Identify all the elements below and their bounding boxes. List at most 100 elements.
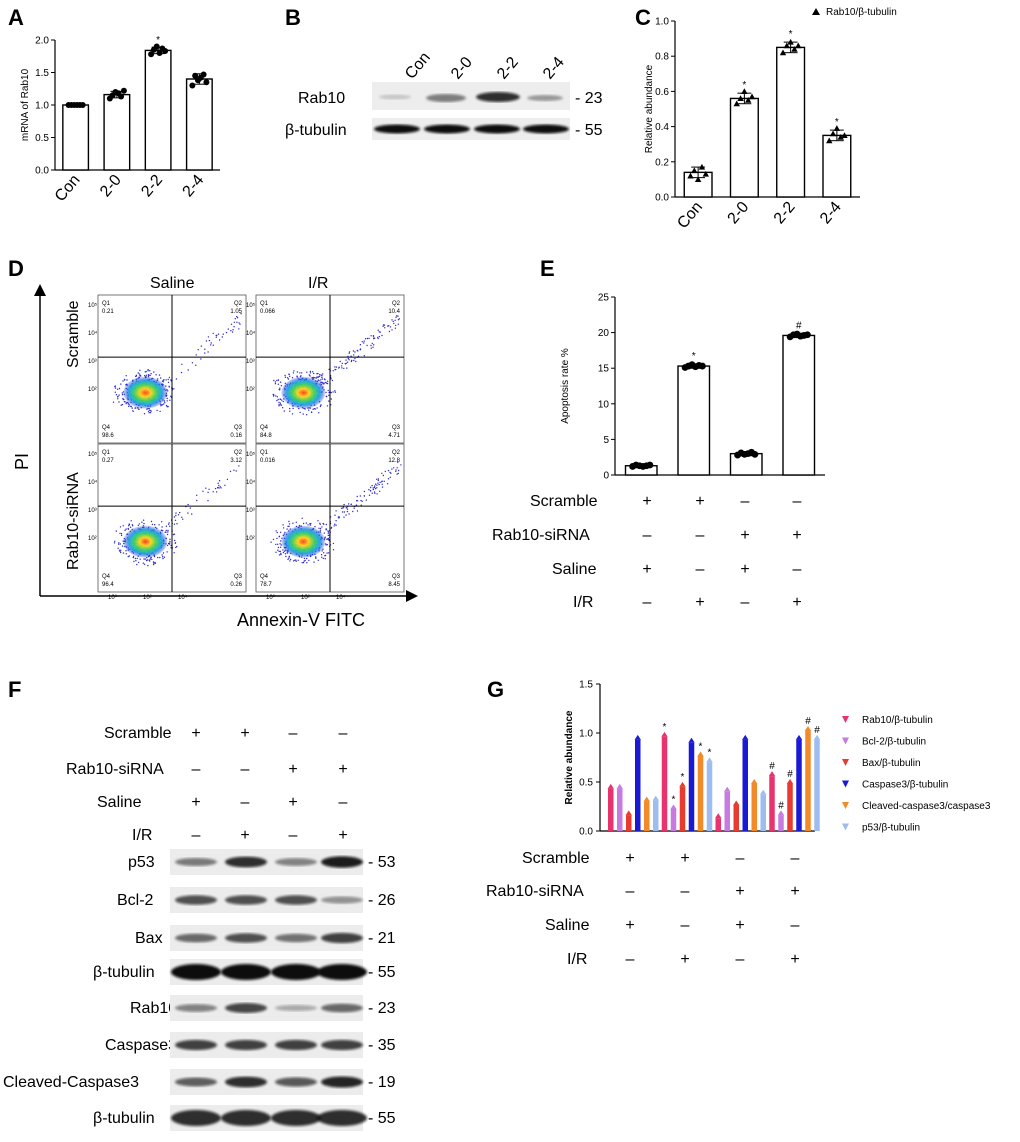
data-point <box>724 786 731 792</box>
flow-event <box>114 391 117 393</box>
flow-y-tick: 10⁵ <box>88 302 98 309</box>
flow-event <box>325 523 327 526</box>
flow-event <box>379 481 381 484</box>
flow-event <box>400 464 402 466</box>
flow-event <box>387 469 390 472</box>
flow-event <box>145 374 148 376</box>
flow-event <box>117 547 119 549</box>
y-axis-label: Apoptosis rate % <box>560 348 571 424</box>
bar <box>679 786 686 831</box>
condition-sign: + <box>625 917 634 934</box>
condition-sign: – <box>339 725 348 742</box>
flow-event <box>292 560 295 562</box>
condition-sign: – <box>643 594 652 611</box>
flow-event <box>130 520 132 522</box>
x-tick-label: 2-0 <box>97 172 125 201</box>
flow-event <box>153 371 155 373</box>
flow-event <box>128 404 131 406</box>
blot-band <box>374 124 420 134</box>
data-point <box>670 804 677 810</box>
flow-event <box>127 403 129 405</box>
flow-event <box>286 377 289 379</box>
condition-sign: – <box>736 850 745 867</box>
flow-event <box>277 543 279 545</box>
significance-mark: * <box>156 35 160 46</box>
flow-event <box>152 561 155 563</box>
blot-f-mw: - 53 <box>368 854 396 871</box>
flow-event <box>334 366 336 368</box>
cond-label: I/R <box>132 827 152 844</box>
flow-event <box>227 328 229 330</box>
flow-event <box>317 372 319 375</box>
flow-event <box>273 379 275 382</box>
flow-event <box>195 354 197 356</box>
flow-event <box>292 407 294 410</box>
quadrant-name: Q1 <box>102 450 111 456</box>
flow-event <box>309 375 311 377</box>
data-point <box>795 42 802 49</box>
flow-event <box>141 521 143 523</box>
condition-sign: – <box>339 794 348 811</box>
flow-event <box>314 377 316 379</box>
blot-band <box>321 1039 363 1051</box>
data-point <box>153 43 160 50</box>
flow-event <box>195 364 197 366</box>
bar <box>796 739 802 831</box>
flow-event <box>154 524 156 526</box>
bar <box>185 78 213 171</box>
flow-event <box>275 530 277 532</box>
legend-marker <box>842 780 849 788</box>
flow-event <box>327 537 329 540</box>
flow-event <box>282 524 284 526</box>
condition-sign: + <box>792 527 801 544</box>
significance-mark: # <box>796 320 802 331</box>
x-tick-label: 2-0 <box>725 199 753 228</box>
panel-label-d: D <box>8 256 24 281</box>
bar <box>626 815 632 831</box>
table-g: Scramble Rab10-siRNA Saline I/R + + – – – – + +… <box>486 850 800 968</box>
flow-event <box>378 483 380 486</box>
blot-band <box>271 964 321 980</box>
flow-event <box>275 543 277 546</box>
flow-event <box>120 404 122 406</box>
data-point <box>733 100 740 107</box>
flow-event <box>364 338 367 340</box>
data-point <box>742 734 749 740</box>
flow-event <box>292 522 294 524</box>
y-tick-label: 0.4 <box>655 122 669 133</box>
flow-event <box>138 408 140 410</box>
blot-band <box>275 1039 317 1051</box>
flow-event <box>355 360 357 363</box>
y-tick-label: 0.2 <box>655 157 669 168</box>
chart-a: 0.0 0.5 1.0 1.5 2.0 mRNA of Rab10 Con 2-0 * 2-2 2-… <box>20 35 220 205</box>
data-point <box>748 93 756 100</box>
flow-event <box>350 355 352 357</box>
flow-event <box>135 560 137 562</box>
flow-x-tick: 10² <box>301 595 310 601</box>
x-tick-label: 2-4 <box>180 172 208 201</box>
flow-x-tick: 10⁰ <box>266 594 276 601</box>
bar <box>617 788 623 831</box>
flow-event <box>317 559 319 561</box>
flow-event <box>325 391 327 394</box>
quadrant-value: 0.26 <box>230 582 242 588</box>
flow-event <box>174 539 176 542</box>
flow-event <box>379 490 381 492</box>
flow-event <box>120 549 122 551</box>
legend-marker <box>842 716 849 723</box>
flow-event <box>382 474 385 477</box>
condition-sign: + <box>288 794 297 811</box>
flow-event <box>162 552 165 554</box>
y-tick-label: 0.6 <box>655 87 669 98</box>
data-point <box>694 176 702 182</box>
chart-e: 0 5 10 15 20 25 Apoptosis rate % * # <box>560 293 825 482</box>
cond-label: Scramble <box>530 493 598 510</box>
quadrant-value: 84.8 <box>260 433 272 439</box>
blot-band <box>225 1076 267 1088</box>
flow-event <box>224 484 226 486</box>
flow-event <box>172 533 175 536</box>
flow-event <box>347 357 349 360</box>
quadrant-value: 0.016 <box>260 458 276 464</box>
flow-event <box>187 512 189 514</box>
flow-event <box>341 362 343 365</box>
